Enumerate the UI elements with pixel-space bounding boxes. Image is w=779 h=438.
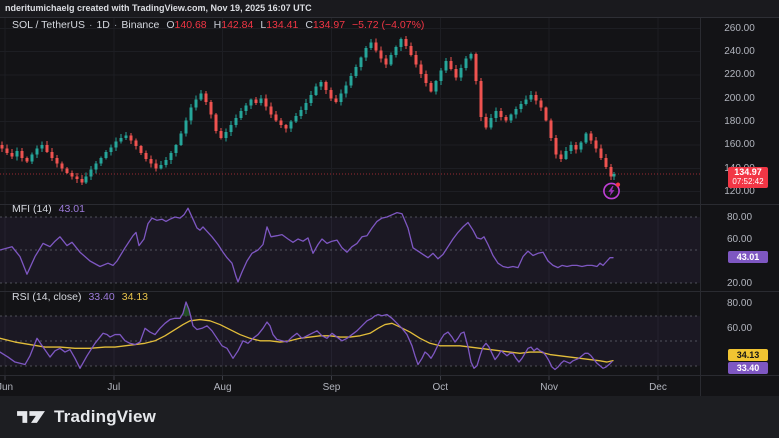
lightning-icon (603, 182, 621, 200)
time-axis-label-nov: Nov (540, 382, 559, 393)
open-label: O (166, 19, 175, 31)
mfi-title: MFI (14) (12, 203, 52, 215)
attribution-bar: nderitumichaelg created with TradingView… (0, 0, 779, 18)
footer-bar: TradingView (0, 396, 779, 438)
symbol-name: SOL / TetherUS (12, 19, 85, 31)
last-price-value: 134.97 (734, 167, 762, 177)
last-price-badge: 134.97 07:52:42 (728, 167, 768, 188)
rsi-ma-axis-badge: 34.13 (728, 349, 768, 361)
high-label: H (213, 19, 222, 31)
symbol-legend[interactable]: SOL / TetherUS · 1D · Binance O140.68 H142.84 L… (12, 20, 424, 31)
time-axis-label-oct: Oct (432, 382, 449, 393)
legend-separator: · (113, 19, 118, 31)
time-axis-label-sep: Sep (322, 382, 341, 393)
mfi-axis-badge: 43.01 (728, 251, 768, 263)
mfi-legend[interactable]: MFI (14) 43.01 (12, 204, 85, 215)
close-label: C (305, 19, 313, 31)
time-axis-label-jul: Jul (107, 382, 121, 393)
exchange-label: Binance (121, 19, 160, 31)
tradingview-logo-icon (17, 411, 45, 423)
rsi-legend[interactable]: RSI (14, close) 33.40 34.13 (12, 292, 148, 303)
mfi-value: 43.01 (58, 203, 85, 215)
close-value: 134.97 (312, 19, 346, 31)
rsi-value: 33.40 (88, 291, 115, 303)
legend-separator: · (88, 19, 93, 31)
interval-label: 1D (96, 19, 110, 31)
low-label: L (260, 19, 267, 31)
tradingview-logo[interactable]: TradingView (16, 407, 156, 427)
time-axis-label-dec: Dec (649, 382, 667, 393)
change-value: −5.72 (−4.07%) (352, 19, 425, 31)
high-value: 142.84 (221, 19, 254, 31)
rsi-axis-badge: 33.40 (728, 362, 768, 374)
rsi-ma-value: 34.13 (121, 291, 149, 303)
attribution-text: nderitumichaelg created with TradingView… (5, 3, 312, 13)
time-axis-label-jun: Jun (0, 382, 14, 393)
time-axis-label-aug: Aug (213, 382, 232, 393)
rsi-title: RSI (14, close) (12, 291, 82, 303)
bar-countdown: 07:52:42 (732, 177, 764, 186)
lightning-event-icon[interactable] (602, 181, 622, 201)
tradingview-brand-text: TradingView (54, 407, 157, 426)
open-value: 140.68 (174, 19, 207, 31)
low-value: 134.41 (266, 19, 299, 31)
